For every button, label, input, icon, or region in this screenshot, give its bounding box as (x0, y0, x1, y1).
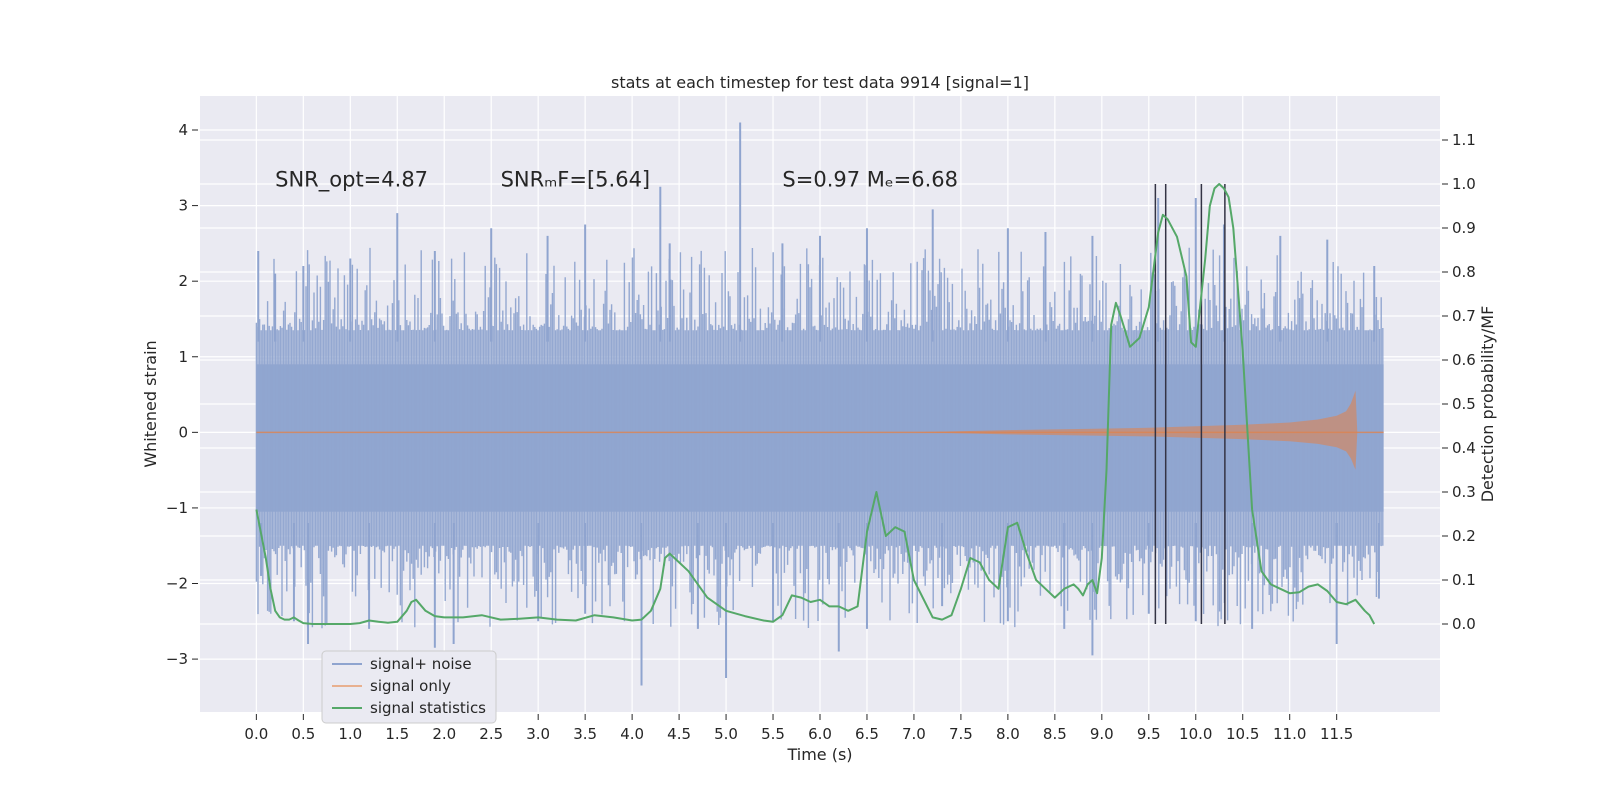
y2-tick-label-0: 0.0 (1452, 615, 1476, 633)
x-tick-label-4: 2.0 (432, 725, 456, 743)
x-tick-label-11: 5.5 (761, 725, 785, 743)
x-axis-label: Time (s) (786, 745, 852, 764)
x-tick-label-13: 6.5 (855, 725, 879, 743)
y2-tick-label-3: 0.3 (1452, 483, 1476, 501)
x-tick-label-1: 0.5 (291, 725, 315, 743)
y2-tick-label-2: 0.2 (1452, 527, 1476, 545)
legend-box (321, 650, 497, 724)
x-tick-label-23: 11.5 (1320, 725, 1353, 743)
annotations: SNR_opt=4.87 SNRₘF=[5.64] S=0.97 Mₑ=6.68 (275, 168, 958, 193)
y-tick-label-6: 3 (178, 197, 188, 215)
vertical-markers (1154, 184, 1226, 624)
y2-tick-label-5: 0.5 (1452, 395, 1476, 413)
y2-tick-label-11: 1.1 (1452, 131, 1476, 149)
signal-envelope (256, 390, 1384, 470)
y-tick-label-3: 0 (178, 423, 188, 441)
y-tick-label-4: 1 (178, 348, 188, 366)
y-tick-label-5: 2 (178, 272, 188, 290)
x-axis: 0.0 0.5 1.0 1.5 2.0 2.5 3.0 3.5 4.0 4.5 5.0 5.5 6.0 6… (244, 714, 1353, 743)
x-tick-label-17: 8.5 (1043, 725, 1067, 743)
y-tick-label-1: −2 (166, 575, 188, 593)
y2-tick-label-10: 1.0 (1452, 175, 1476, 193)
x-tick-label-14: 7.0 (902, 725, 926, 743)
legend-label-signal-only: signal only (370, 677, 451, 695)
y-axis-left: −3 −2 −1 0 1 2 3 4 (166, 121, 198, 668)
y-axis-right: 0.0 0.1 0.2 0.3 0.4 0.5 0.6 0.7 0.8 0.9 1.0 1.1 (1442, 131, 1476, 633)
stat-line (255, 183, 1376, 625)
x-tick-label-15: 7.5 (949, 725, 973, 743)
y-axis-label: Whitened strain (141, 340, 160, 467)
y2-tick-label-1: 0.1 (1452, 571, 1476, 589)
y-tick-label-7: 4 (178, 121, 188, 139)
series-signal-noise (255, 122, 1384, 686)
noise-trace (255, 247, 1384, 629)
x-tick-label-12: 6.0 (808, 725, 832, 743)
x-tick-label-0: 0.0 (244, 725, 268, 743)
x-tick-label-18: 9.0 (1090, 725, 1114, 743)
x-tick-label-2: 1.0 (338, 725, 362, 743)
y2-tick-label-9: 0.9 (1452, 219, 1476, 237)
y2-axis-label: Detection probability/MF (1478, 306, 1497, 503)
y2-tick-label-8: 0.8 (1452, 263, 1476, 281)
x-tick-label-21: 10.5 (1226, 725, 1259, 743)
x-tick-label-22: 11.0 (1273, 725, 1306, 743)
y2-tick-label-4: 0.4 (1452, 439, 1476, 457)
legend: signal+ noise signal only signal statist… (321, 650, 497, 724)
chart-title: stats at each timestep for test data 991… (611, 73, 1029, 92)
x-tick-label-19: 9.5 (1137, 725, 1161, 743)
y2-tick-label-6: 0.6 (1452, 351, 1476, 369)
series-signal-only (256, 390, 1384, 470)
x-tick-label-8: 4.0 (620, 725, 644, 743)
y2-tick-label-7: 0.7 (1452, 307, 1476, 325)
annotation-2: S=0.97 Mₑ=6.68 (782, 168, 958, 192)
y-tick-label-0: −3 (166, 650, 188, 668)
x-tick-label-16: 8.0 (996, 725, 1020, 743)
x-tick-label-6: 3.0 (526, 725, 550, 743)
annotation-0: SNR_opt=4.87 (275, 168, 428, 193)
x-tick-label-3: 1.5 (385, 725, 409, 743)
x-tick-label-5: 2.5 (479, 725, 503, 743)
series-signal-statistics (255, 183, 1376, 625)
legend-label-signal-noise: signal+ noise (370, 655, 472, 673)
annotation-1: SNRₘF=[5.64] (501, 168, 651, 192)
x-tick-label-7: 3.5 (573, 725, 597, 743)
x-tick-label-9: 4.5 (667, 725, 691, 743)
legend-label-signal-statistics: signal statistics (370, 699, 486, 717)
x-tick-label-20: 10.0 (1179, 725, 1212, 743)
y-tick-label-2: −1 (166, 499, 188, 517)
x-tick-label-10: 5.0 (714, 725, 738, 743)
